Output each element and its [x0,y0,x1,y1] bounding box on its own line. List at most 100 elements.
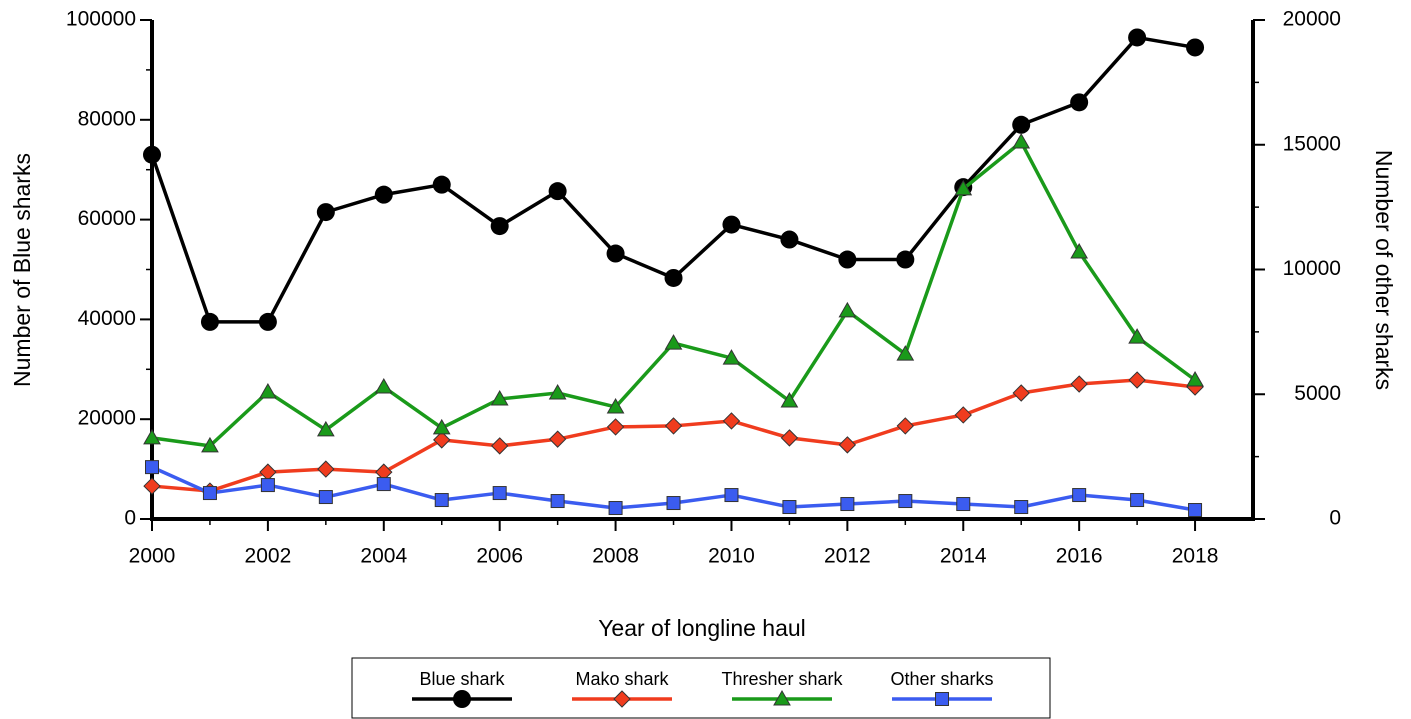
marker [201,436,219,453]
y-axis-label: Number of Blue sharks [9,153,35,387]
marker [896,250,915,269]
marker [260,478,275,493]
marker [664,334,683,350]
marker [782,500,797,515]
x-tick-label: 2006 [476,545,523,568]
y2-tick-label: 15000 [1283,132,1341,155]
marker [143,145,161,164]
marker [780,429,799,447]
marker [1072,488,1087,503]
marker [1012,384,1030,402]
legend-label: Other sharks [890,669,993,689]
marker [896,345,915,361]
marker [722,349,741,365]
marker [838,301,857,318]
marker [202,486,217,501]
y2-tick-label: 20000 [1283,8,1341,31]
marker [1128,28,1147,47]
marker [722,412,741,430]
marker [1188,503,1203,518]
x-tick-label: 2016 [1056,545,1103,568]
marker [143,477,161,495]
marker [724,488,739,503]
marker [664,268,683,287]
x-tick-label: 2008 [592,545,639,568]
series-line [151,378,1196,493]
marker [143,428,161,445]
y-tick-label: 40000 [78,307,136,330]
legend-label: Thresher shark [721,669,843,689]
y-tick-label: 20000 [78,407,136,430]
marker [434,493,449,508]
y-tick-label: 100000 [66,8,136,31]
marker [1070,375,1088,393]
marker [606,244,625,263]
marker [1128,371,1146,389]
marker [1012,132,1031,149]
marker [722,215,741,234]
marker [666,496,681,511]
marker [898,494,913,509]
marker [1186,38,1205,57]
marker [374,185,393,204]
marker [840,497,855,512]
marker [432,418,451,435]
legend-box [351,657,1051,719]
marker [548,383,567,400]
marker [490,389,509,406]
marker [550,494,565,509]
x-tick-label: 2010 [708,545,755,568]
marker [664,417,683,435]
series-line [151,140,1197,448]
marker [433,431,451,449]
marker [896,417,915,435]
y2-axis-label: Number of other sharks [1371,150,1397,390]
marker [954,179,973,196]
marker [548,182,567,201]
marker [316,420,335,437]
y2-tick-label: 0 [1329,507,1341,530]
y-tick-label: 80000 [78,107,136,130]
marker [606,397,625,414]
marker [1014,500,1029,515]
marker [1130,493,1145,508]
x-tick-label: 2014 [940,545,987,568]
marker [1186,371,1204,387]
y2-tick-label: 5000 [1294,382,1341,405]
marker [490,217,509,236]
marker [258,312,277,331]
marker [780,230,799,249]
marker [1070,243,1089,259]
marker [954,406,972,424]
marker [317,460,335,478]
marker [374,378,393,394]
marker [956,497,971,512]
marker [259,463,277,481]
marker [316,203,335,222]
marker [492,486,507,501]
marker [606,418,625,436]
marker [200,312,219,331]
x-tick-label: 2004 [360,545,407,568]
marker [838,436,857,454]
x-tick-label: 2018 [1172,545,1219,568]
marker [432,175,451,194]
y2-tick-label: 10000 [1283,257,1341,280]
x-axis-label: Year of longline haul [598,615,806,641]
x-tick-label: 2002 [245,545,292,568]
marker [1070,93,1089,112]
y-tick-label: 0 [124,507,136,530]
marker [608,501,623,516]
marker [376,477,391,492]
x-tick-label: 2012 [824,545,871,568]
legend-marker [613,690,631,708]
legend-label: Blue shark [419,669,505,689]
y-tick-label: 60000 [78,207,136,230]
marker [548,430,567,448]
legend-marker [453,690,471,708]
legend-marker [773,689,791,706]
legend-label: Mako shark [575,669,669,689]
marker [259,382,277,399]
marker [490,437,509,455]
